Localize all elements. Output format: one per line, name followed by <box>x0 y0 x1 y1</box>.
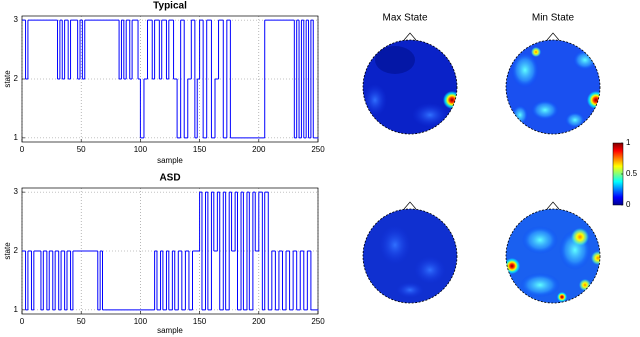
y-tick-label: 1 <box>14 305 19 314</box>
chart-title: ASD <box>159 173 180 184</box>
head-outlines <box>362 32 601 304</box>
x-tick-label: 50 <box>77 145 86 154</box>
colorbar-tick-label: 0.5 <box>626 169 638 178</box>
column-title: Max State <box>382 13 427 24</box>
topomap-max-asd <box>363 209 457 303</box>
y-tick-label: 1 <box>14 133 19 142</box>
column-title: Min State <box>532 13 575 24</box>
topomap-min-asd <box>506 209 600 303</box>
y-tick-label: 2 <box>14 246 19 255</box>
colorbar-tick-label: 1 <box>626 138 631 147</box>
y-tick-label: 2 <box>14 74 19 83</box>
x-tick-label: 250 <box>311 145 325 154</box>
x-tick-label: 50 <box>77 317 86 326</box>
x-tick-label: 100 <box>134 317 148 326</box>
topomap-max-typical <box>363 40 457 134</box>
x-tick-label: 250 <box>311 317 325 326</box>
topomap-min-typical <box>506 40 600 134</box>
x-tick-label: 0 <box>20 145 25 154</box>
x-axis-label: sample <box>157 326 183 335</box>
x-axis-label: sample <box>157 156 183 165</box>
y-axis-label: state <box>3 242 12 260</box>
y-axis-label: state <box>3 70 12 88</box>
x-tick-label: 0 <box>20 317 25 326</box>
y-tick-label: 3 <box>14 15 19 24</box>
plot-frame <box>21 15 319 143</box>
x-tick-label: 200 <box>252 145 266 154</box>
x-tick-label: 200 <box>252 317 266 326</box>
y-tick-label: 3 <box>14 187 19 196</box>
x-tick-label: 150 <box>193 145 207 154</box>
colorbar-tick-label: 0 <box>626 200 631 209</box>
chart-title: Typical <box>153 1 187 12</box>
x-tick-label: 100 <box>134 145 148 154</box>
x-tick-label: 150 <box>193 317 207 326</box>
